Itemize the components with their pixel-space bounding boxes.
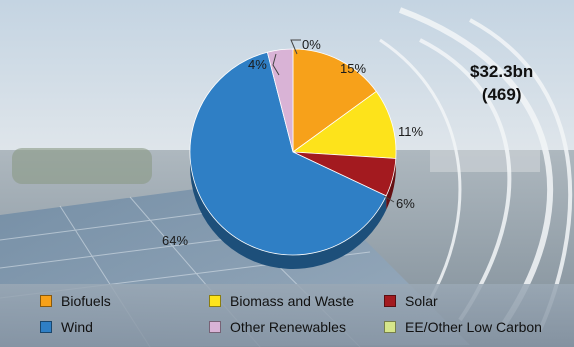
legend-item-ee-other-low-carbon: EE/Other Low Carbon xyxy=(384,318,542,336)
pie-slice-other-renewables xyxy=(266,48,294,153)
legend-label: Other Renewables xyxy=(230,319,346,335)
slice-label-wind: 64% xyxy=(162,233,189,248)
legend-item-biofuels: Biofuels xyxy=(40,292,111,310)
total-amount: $32.3bn xyxy=(470,62,534,81)
legend-label: Wind xyxy=(61,319,93,335)
legend-item-solar: Solar xyxy=(384,292,438,310)
legend-swatch-biofuels xyxy=(40,295,52,307)
legend-label: Biofuels xyxy=(61,293,111,309)
pie-slices xyxy=(189,48,397,256)
legend-swatch-ee-other-low-carbon xyxy=(384,321,396,333)
legend-item-other-renewables: Other Renewables xyxy=(209,318,346,336)
leader-line-solar xyxy=(383,195,395,203)
legend-item-biomass-and-waste: Biomass and Waste xyxy=(209,292,354,310)
slice-label-biomass-and-waste: 11% xyxy=(398,124,424,139)
total-deal-count: (469) xyxy=(481,85,522,104)
legend-band xyxy=(0,284,574,347)
legend-swatch-biomass-and-waste xyxy=(209,295,221,307)
slice-label-other-renewables: 4% xyxy=(248,57,267,72)
total-investment-label: $32.3bn (469) xyxy=(470,60,533,106)
legend-label: Solar xyxy=(405,293,438,309)
leader-line-other-renewables xyxy=(272,53,280,76)
tree-line xyxy=(12,148,152,184)
pie-slice-biofuels xyxy=(292,48,377,153)
legend-swatch-other-renewables xyxy=(209,321,221,333)
leader-line-other-low-carbon xyxy=(290,39,301,55)
leader-lines xyxy=(272,39,395,203)
slice-label-solar: 6% xyxy=(396,196,415,211)
legend-label: Biomass and Waste xyxy=(230,293,354,309)
legend-item-wind: Wind xyxy=(40,318,93,336)
legend-swatch-wind xyxy=(40,321,52,333)
pie-slice-biomass-and-waste xyxy=(291,90,397,159)
legend: Biofuels Biomass and Waste Solar Wind Ot… xyxy=(40,292,570,342)
slice-label-ee-other-low-carbon: 0% xyxy=(302,37,321,52)
pie-slice-wind xyxy=(189,51,387,256)
legend-label: EE/Other Low Carbon xyxy=(405,319,542,335)
slice-label-biofuels: 15% xyxy=(340,61,367,76)
legend-swatch-solar xyxy=(384,295,396,307)
